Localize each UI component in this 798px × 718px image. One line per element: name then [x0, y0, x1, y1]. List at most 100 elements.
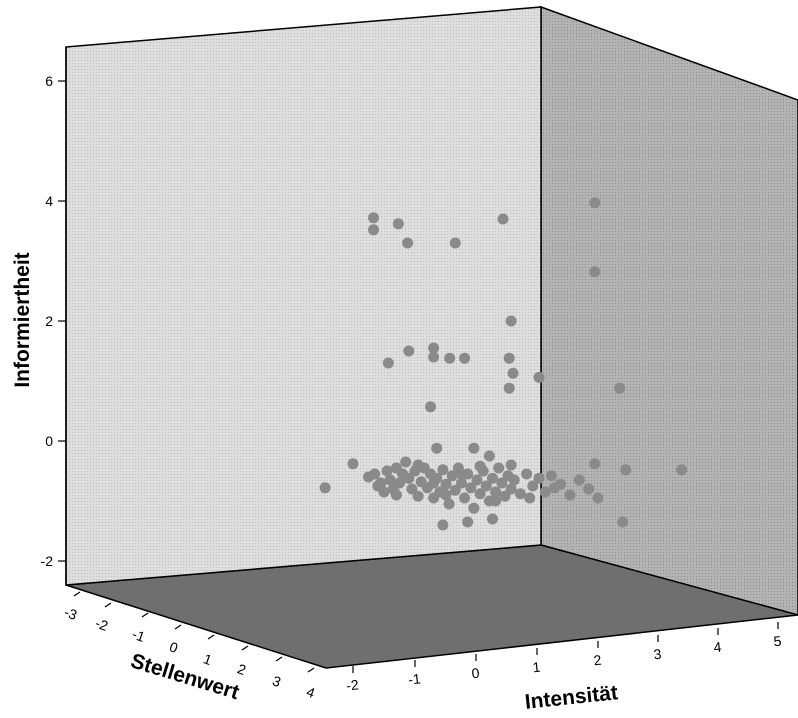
svg-text:4: 4 — [45, 193, 53, 209]
svg-text:2: 2 — [593, 652, 603, 669]
data-point-90 — [428, 478, 439, 489]
x-axis-title: Intensität — [524, 681, 619, 714]
svg-text:1: 1 — [532, 659, 542, 676]
data-point-62 — [468, 503, 479, 514]
data-point-22 — [431, 443, 442, 454]
data-point-99 — [462, 517, 473, 528]
z-tick-6: 2 — [235, 646, 248, 678]
data-point-15 — [459, 353, 470, 364]
data-point-95 — [506, 460, 517, 471]
svg-text:-1: -1 — [130, 626, 147, 645]
data-point-93 — [475, 461, 486, 472]
z-tick-8: 4 — [304, 668, 317, 701]
svg-text:0: 0 — [471, 665, 481, 682]
data-point-63 — [472, 475, 483, 486]
y-axis-title: Informiertheit — [11, 252, 34, 387]
y-tick-3: 2 — [45, 313, 66, 329]
data-point-68 — [487, 473, 498, 484]
data-point-7 — [589, 197, 600, 208]
data-point-2 — [368, 224, 379, 235]
data-point-23 — [468, 443, 479, 454]
data-point-1 — [368, 212, 379, 223]
data-point-81 — [546, 470, 557, 481]
data-point-86 — [592, 493, 603, 504]
z-tick-1: -3 — [62, 592, 80, 623]
data-point-101 — [617, 517, 628, 528]
x-tick-4: 1 — [532, 648, 542, 675]
data-point-16 — [504, 353, 515, 364]
data-point-26 — [620, 464, 631, 475]
data-point-44 — [413, 491, 424, 502]
svg-text:0: 0 — [45, 433, 53, 449]
data-point-59 — [459, 493, 470, 504]
svg-text:6: 6 — [45, 73, 53, 89]
data-point-10 — [403, 346, 414, 357]
data-point-13 — [428, 352, 439, 363]
x-tick-8: 5 — [773, 622, 783, 649]
svg-text:4: 4 — [304, 683, 317, 701]
svg-text:1: 1 — [201, 650, 214, 668]
data-point-97 — [549, 482, 560, 493]
y-tick-1: -2 — [41, 553, 66, 569]
svg-text:-2: -2 — [345, 676, 359, 693]
z-tick-5: 1 — [201, 635, 214, 668]
data-point-89 — [413, 460, 424, 471]
z-tick-7: 3 — [270, 657, 283, 690]
svg-text:5: 5 — [773, 633, 783, 650]
data-point-91 — [441, 490, 452, 501]
data-point-88 — [391, 490, 402, 501]
svg-text:-2: -2 — [41, 553, 54, 569]
x-tick-7: 4 — [713, 628, 723, 655]
data-point-79 — [534, 473, 545, 484]
data-point-8 — [589, 266, 600, 277]
data-point-5 — [450, 238, 461, 249]
z-tick-4: 0 — [167, 625, 181, 656]
data-point-17 — [508, 368, 519, 379]
svg-text:-3: -3 — [62, 604, 79, 623]
x-tick-5: 2 — [593, 641, 603, 668]
x-tick-6: 3 — [653, 635, 663, 662]
data-point-92 — [456, 469, 467, 480]
data-point-96 — [524, 493, 535, 504]
right-side-wall — [541, 7, 798, 615]
data-point-19 — [534, 372, 545, 383]
data-point-83 — [565, 490, 576, 501]
svg-text:-2: -2 — [93, 615, 110, 634]
data-point-84 — [574, 475, 585, 486]
z-axis-title: Stellenwert — [128, 649, 242, 704]
svg-text:0: 0 — [167, 638, 180, 656]
z-tick-2: -2 — [93, 603, 111, 634]
data-point-75 — [509, 475, 520, 486]
svg-text:2: 2 — [45, 313, 53, 329]
x-tick-2: -1 — [407, 660, 421, 688]
y-tick-4: 4 — [45, 193, 66, 209]
data-point-28 — [320, 482, 331, 493]
data-point-9 — [506, 316, 517, 327]
y-tick-2: 0 — [45, 433, 66, 449]
data-point-70 — [493, 463, 504, 474]
svg-text:3: 3 — [270, 672, 283, 690]
data-point-25 — [589, 458, 600, 469]
data-point-18 — [504, 383, 515, 394]
svg-text:4: 4 — [713, 639, 723, 656]
data-point-11 — [383, 358, 394, 369]
data-point-24 — [484, 451, 495, 462]
svg-text:3: 3 — [653, 646, 663, 663]
data-point-3 — [393, 218, 404, 229]
data-point-14 — [444, 353, 455, 364]
data-point-27 — [676, 464, 687, 475]
x-tick-3: 0 — [471, 654, 481, 681]
data-point-29 — [348, 458, 359, 469]
data-point-85 — [583, 484, 594, 495]
data-point-77 — [521, 469, 532, 480]
data-point-21 — [425, 401, 436, 412]
data-point-87 — [372, 481, 383, 492]
svg-text:2: 2 — [235, 660, 248, 678]
y-tick-5: 6 — [45, 73, 66, 89]
data-point-20 — [614, 383, 625, 394]
data-point-40 — [400, 457, 411, 468]
svg-text:-1: -1 — [407, 670, 421, 687]
x-tick-1: -2 — [345, 666, 359, 694]
z-tick-3: -1 — [130, 613, 148, 645]
